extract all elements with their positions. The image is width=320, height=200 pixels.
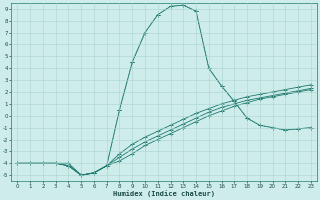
X-axis label: Humidex (Indice chaleur): Humidex (Indice chaleur) [113,190,215,197]
